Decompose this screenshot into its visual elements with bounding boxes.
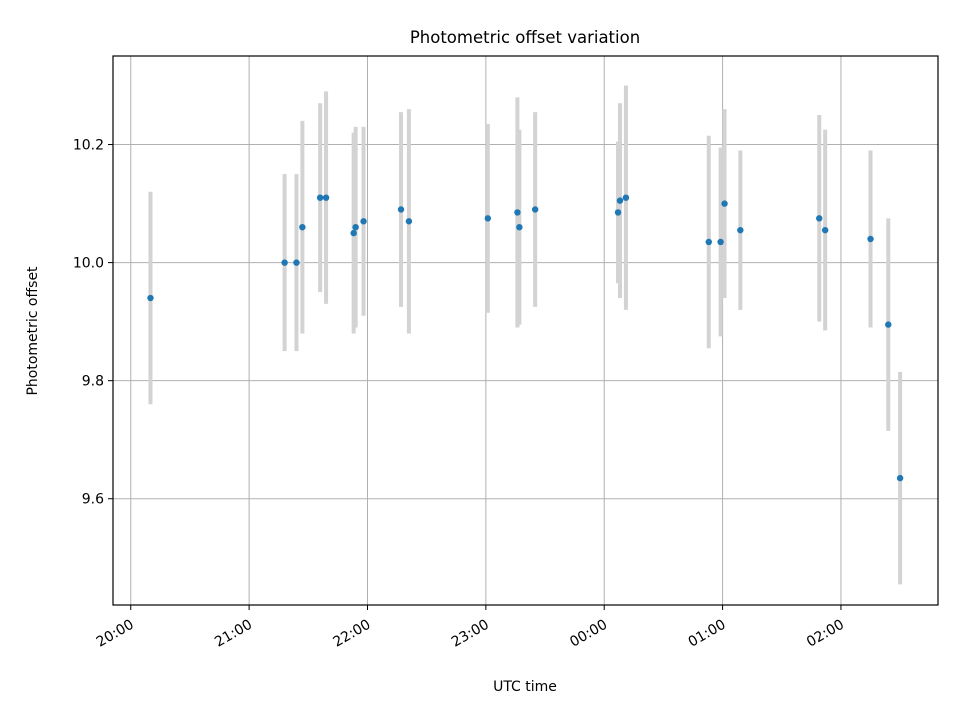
data-point xyxy=(352,223,359,231)
y-axis-ticks: 9.6 9.8 10.0 10.2 xyxy=(73,138,113,508)
data-point xyxy=(737,226,744,234)
error-bars xyxy=(148,85,903,585)
y-tick-label: 9.6 xyxy=(82,492,104,508)
y-axis-label: Photometric offset xyxy=(25,266,41,396)
data-points xyxy=(147,194,904,482)
plot-frame xyxy=(112,55,939,606)
data-point xyxy=(721,200,728,207)
data-point xyxy=(322,194,330,201)
x-tick-label: 20:00 xyxy=(94,617,137,651)
x-tick-label: 02:00 xyxy=(804,617,847,651)
data-point xyxy=(293,259,300,266)
data-point xyxy=(514,209,521,216)
data-point xyxy=(531,206,539,213)
data-point xyxy=(622,194,630,201)
x-axis-ticks: 20:00 21:00 22:00 23:00 00:00 01:00 02:00 xyxy=(94,605,847,651)
data-point xyxy=(705,238,712,246)
y-tick-label: 10.2 xyxy=(73,138,104,154)
data-point xyxy=(299,223,306,231)
data-point xyxy=(816,215,823,222)
x-tick-label: 22:00 xyxy=(331,617,374,651)
data-point xyxy=(896,474,904,482)
data-point xyxy=(397,206,405,213)
data-point xyxy=(281,259,288,266)
y-tick-label: 10.0 xyxy=(73,256,104,272)
x-tick-label: 00:00 xyxy=(567,617,610,651)
y-tick-label: 9.8 xyxy=(82,374,104,390)
chart-title: Photometric offset variation xyxy=(410,28,640,47)
data-point xyxy=(405,218,413,225)
data-point xyxy=(821,226,829,234)
data-point xyxy=(614,209,622,216)
data-point xyxy=(616,197,624,204)
x-tick-label: 21:00 xyxy=(212,617,255,651)
grid-lines xyxy=(113,56,938,605)
x-tick-label: 01:00 xyxy=(686,617,729,651)
data-point xyxy=(484,215,492,222)
data-point xyxy=(717,238,724,246)
data-point xyxy=(885,321,892,328)
data-point xyxy=(516,223,523,231)
data-point xyxy=(867,235,874,243)
data-point xyxy=(360,218,367,225)
x-axis-label: UTC time xyxy=(493,679,557,695)
data-point xyxy=(350,229,357,237)
data-point xyxy=(147,294,154,302)
x-tick-label: 23:00 xyxy=(449,617,492,651)
data-point xyxy=(316,194,324,201)
